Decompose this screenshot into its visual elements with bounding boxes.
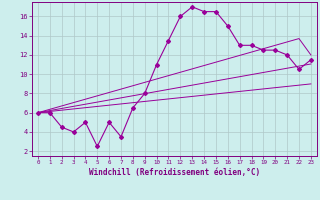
X-axis label: Windchill (Refroidissement éolien,°C): Windchill (Refroidissement éolien,°C) bbox=[89, 168, 260, 177]
